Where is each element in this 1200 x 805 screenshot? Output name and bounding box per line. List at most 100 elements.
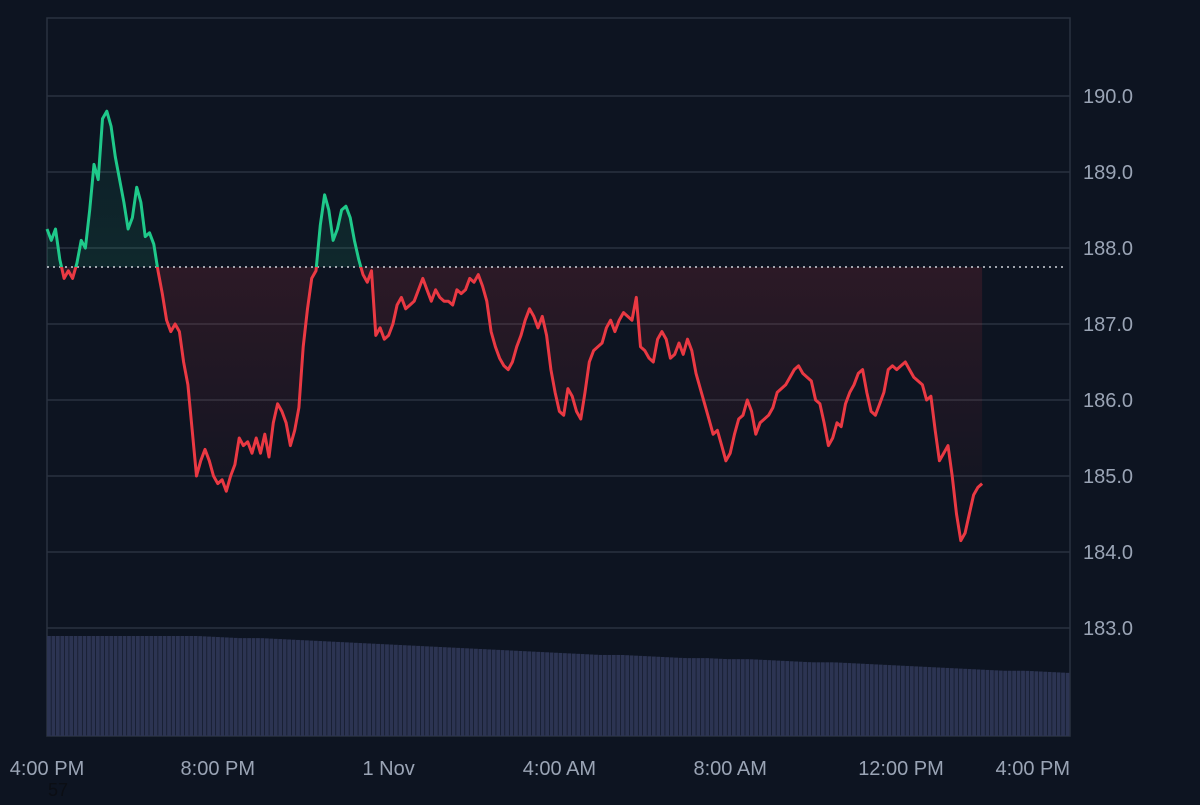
stray-label: 57 [48, 780, 69, 800]
volume-bar [242, 638, 247, 736]
volume-bar [647, 656, 652, 736]
volume-bar [700, 658, 705, 736]
volume-bar [780, 660, 785, 736]
volume-bar [425, 646, 429, 736]
volume-bar [60, 636, 65, 736]
volume-bar [847, 663, 852, 736]
volume-bar [69, 636, 74, 736]
volume-bar [100, 636, 105, 736]
volume-bar [883, 664, 888, 736]
volume-bar [358, 643, 363, 736]
volume-bar [669, 657, 674, 736]
volume-bar [656, 656, 661, 736]
volume-bar [1021, 670, 1025, 736]
volume-bar [500, 650, 505, 736]
volume-bar [976, 669, 981, 736]
volume-bar [282, 639, 287, 736]
volume-bar [905, 665, 910, 736]
volume-bar [852, 663, 856, 736]
volume-bar [945, 667, 950, 736]
volume-bar [300, 640, 305, 736]
volume-bar [122, 636, 127, 736]
volume-bar [104, 636, 109, 736]
volume-bar [95, 636, 100, 736]
volume-bar [869, 664, 874, 736]
volume-bar [691, 658, 696, 736]
volume-bar [407, 645, 412, 736]
volume-bar [447, 647, 452, 736]
volume-bar [949, 668, 954, 736]
volume-bar [825, 662, 830, 736]
x-tick-label: 4:00 PM [996, 758, 1070, 780]
volume-bar [998, 670, 1003, 736]
volume-bar [309, 640, 314, 736]
volume-bar [64, 636, 69, 736]
volume-bar [460, 648, 465, 736]
volume-bar [602, 654, 607, 736]
volume-bar [607, 654, 612, 736]
volume-bar [611, 654, 616, 736]
volume-bar [981, 669, 985, 736]
volume-bar [1052, 672, 1057, 736]
x-tick-label: 8:00 AM [694, 758, 767, 780]
volume-bar [954, 668, 959, 736]
volume-bar [131, 636, 136, 736]
volume-bar [936, 667, 941, 736]
volume-bar [967, 669, 972, 736]
volume-bar [442, 647, 447, 736]
volume-bar [456, 647, 461, 736]
x-tick-label: 4:00 PM [10, 758, 84, 780]
volume-bar [118, 636, 123, 736]
volume-bar [420, 646, 425, 736]
volume-bar [433, 646, 438, 736]
volume-bar [571, 653, 576, 736]
volume-bar [385, 644, 389, 736]
volume-bar [273, 638, 278, 736]
volume-bar [505, 650, 509, 736]
volume-bar [162, 636, 167, 736]
volume-bar [1038, 671, 1043, 736]
volume-bar [367, 643, 372, 736]
volume-bar [598, 654, 603, 736]
volume-bar [798, 661, 803, 736]
y-tick-label: 183.0 [1083, 618, 1133, 640]
volume-bar [340, 642, 345, 736]
volume-bar [878, 664, 883, 736]
volume-bar [865, 663, 870, 736]
volume-bar [78, 636, 82, 736]
volume-bar [224, 637, 229, 736]
volume-bar [874, 664, 879, 736]
volume-bar [687, 658, 692, 736]
volume-bar [740, 659, 745, 736]
volume-bar [771, 660, 776, 736]
volume-bar [714, 658, 719, 736]
volume-bar [1003, 670, 1008, 736]
volume-bar [923, 666, 928, 736]
volume-bar [634, 655, 638, 736]
volume-bar [1047, 671, 1052, 736]
volume-bar [558, 652, 563, 736]
volume-bar [109, 636, 114, 736]
volume-bar [202, 636, 207, 736]
volume-bar [327, 641, 332, 736]
volume-bar [51, 636, 56, 736]
volume-bar [860, 663, 865, 736]
volume-bar [540, 652, 545, 736]
volume-bar [580, 654, 585, 736]
x-axis: 4:00 PM 8:00 PM 1 Nov 4:00 AM 8:00 AM 12:00 P… [10, 758, 1070, 780]
y-tick-label: 190.0 [1083, 86, 1133, 108]
volume-bar [429, 646, 434, 736]
volume-bar [651, 656, 656, 736]
volume-bar [180, 636, 185, 736]
volume-bar [527, 651, 532, 736]
volume-bar [843, 662, 848, 736]
volume-bar [198, 636, 203, 736]
volume-bar [522, 651, 527, 736]
volume-bar [514, 650, 518, 736]
series-line-down [59, 267, 984, 543]
volume-bar [767, 660, 772, 736]
volume-bar [260, 638, 265, 736]
price-line [45, 109, 984, 543]
